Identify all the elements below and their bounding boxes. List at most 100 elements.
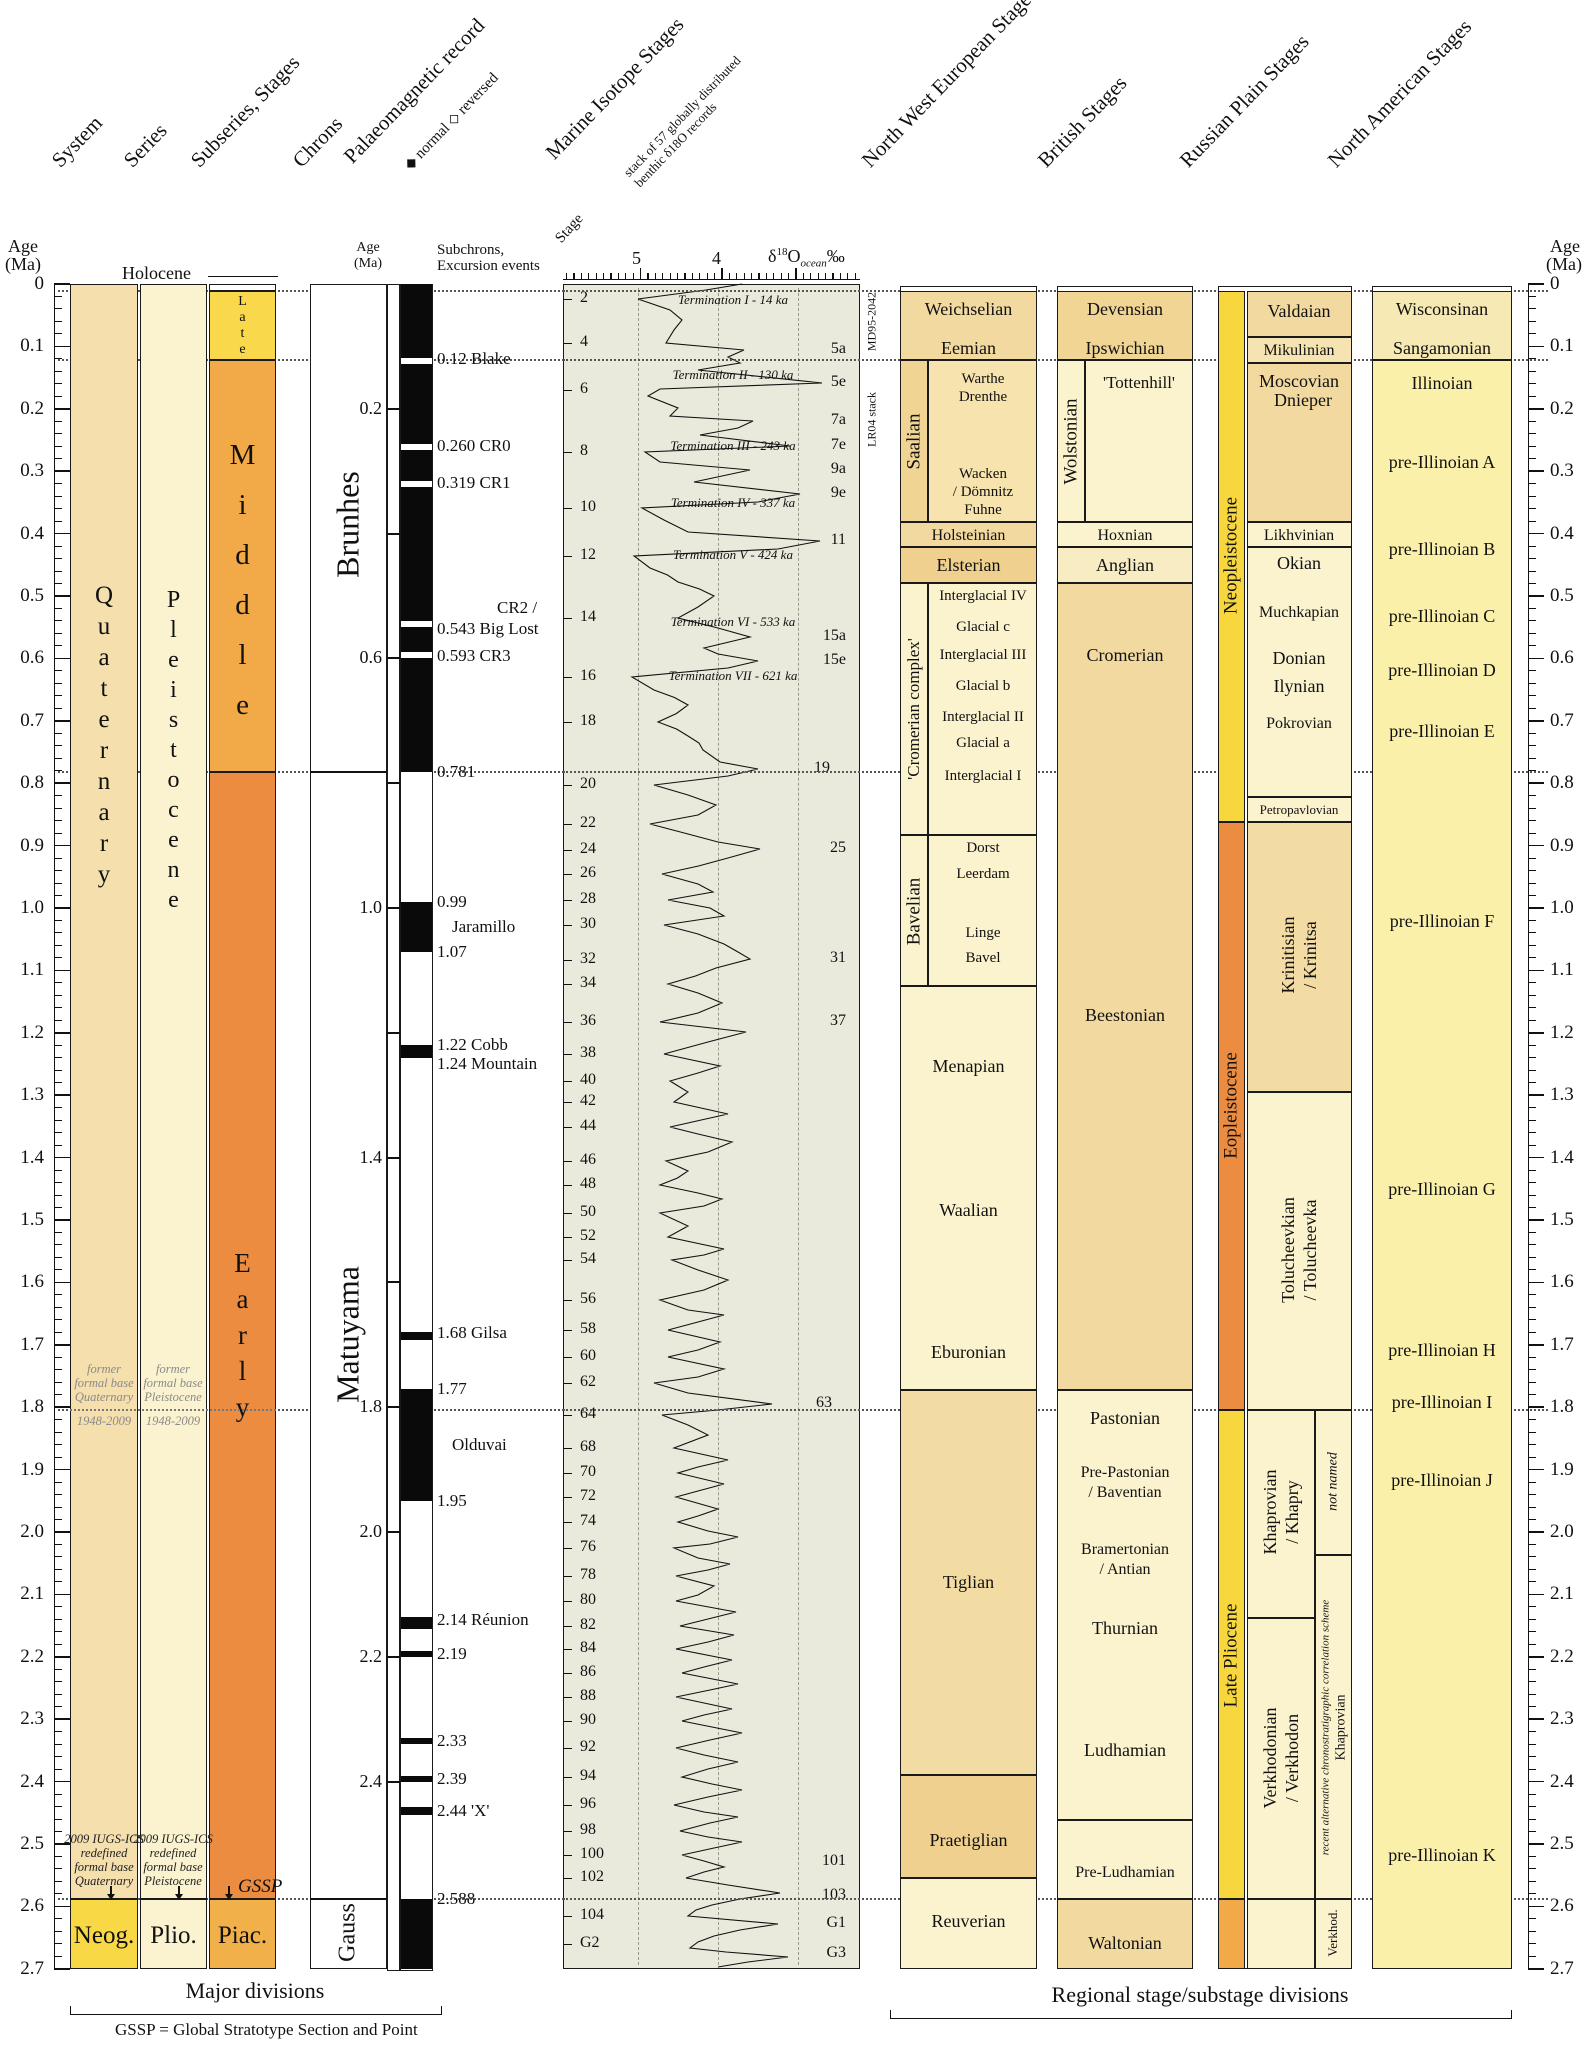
mis-stage-tick-18 [563,722,572,724]
mis-stage-left-96: 96 [580,1795,596,1812]
mis-stage-left-62: 62 [580,1373,596,1390]
age-minor-tick [54,807,62,809]
label-col-russian-13: Petropavlovian [1259,802,1339,817]
mis-stage-tick-2 [563,299,572,301]
age-label-right: Age [1550,236,1580,256]
box-waltonian [1057,1899,1193,1969]
age-minor-tick [1528,1057,1536,1059]
label-col-na-3: pre-Illinoian A [1388,452,1496,472]
age-minor-tick [1528,1831,1536,1833]
mis-stage-tick-42 [563,1102,572,1104]
mis-top-tick [817,273,819,279]
mis-dashed-overlay-4 [563,1898,860,1900]
age-major-label-left-1.3: 1.3 [20,1084,44,1106]
age-minor-tick [1528,1693,1536,1695]
age-major-tick-left-0.8 [54,782,70,784]
age-minor-tick [54,1444,62,1446]
label-col-na-10: pre-Illinoian H [1388,1340,1496,1360]
mis-axis-4: 4 [712,248,721,268]
box-moscovian [1247,363,1352,522]
holocene-label: Holocene [122,263,191,283]
box-not-named [1315,1410,1352,1555]
age-minor-tick [1528,632,1536,634]
age-minor-tick [1528,1855,1536,1857]
label-col-russian-3: Valdaian [1267,301,1331,321]
mis-stage-left-38: 38 [580,1044,596,1061]
mis-stage-tick-54 [563,1260,572,1262]
age-major-label-right-1.3: 1.3 [1550,1084,1574,1106]
age-major-label-left-1.1: 1.1 [20,959,44,981]
age-minor-tick [1528,1481,1536,1483]
age-minor-tick [1528,932,1536,934]
age-major-label-left-0.3: 0.3 [20,460,44,482]
pm-normal-segment-5 [401,1617,432,1629]
label-col-british-15: Pre-Ludhamian [1075,1863,1175,1881]
label-col-russian-1: Eopleistocene [1220,1051,1242,1159]
mis-stage-tick-16 [563,677,572,679]
age-major-tick-left-1.7 [54,1344,70,1346]
age-minor-tick [1528,320,1536,322]
chron-boundary-0 [310,771,387,773]
label-col-british-12: / Antian [1099,1560,1151,1578]
chron-boundary-1 [310,1898,387,1900]
mis-top-tick [691,273,693,279]
mis-stage-left-78: 78 [580,1566,596,1583]
age-minor-tick [1528,1007,1536,1009]
pm-scale-label-0.6: 0.6 [359,647,383,667]
age-minor-tick [1528,882,1536,884]
age-major-tick-right-0.5 [1528,595,1544,597]
age-minor-tick [54,695,62,697]
mis-stage-left-84: 84 [580,1639,596,1656]
age-major-label-left-0.7: 0.7 [20,709,44,731]
gssp-label: GSSP [238,1876,283,1897]
age-minor-tick [1528,1880,1536,1882]
mis-stage-left-94: 94 [580,1767,596,1784]
note-redefined-pleistocene-3: Pleistocene [144,1874,202,1888]
age-major-tick-right-1.3 [1528,1094,1544,1096]
age-minor-tick [1528,832,1536,834]
age-major-label-left-1.0: 1.0 [20,897,44,918]
box-khaprovian [1247,1410,1315,1618]
pm-event-5: 0.593 CR3 [437,646,511,665]
age-minor-tick [1528,1244,1536,1246]
age-major-label-left-1.4: 1.4 [20,1146,44,1168]
age-minor-tick [1528,1706,1536,1708]
age-minor-tick [1528,1207,1536,1209]
mis-stage-left-32: 32 [580,950,596,967]
box-quaternary [70,284,138,1899]
age-major-tick-left-1.4 [54,1156,70,1159]
age-major-label-right-1.2: 1.2 [1550,1021,1574,1043]
label-col-nwe-18: Bavelian [903,877,925,945]
mis-top-tick [839,273,841,279]
label-col-british-11: Bramertonian [1081,1540,1169,1558]
age-major-label-right-0.1: 0.1 [1550,335,1574,357]
pm-event-1: 0.260 CR0 [437,436,511,455]
age-major-label-right-1.6: 1.6 [1550,1271,1574,1293]
mis-axis-5: 5 [632,248,641,268]
mis-stage-left-56: 56 [580,1290,596,1307]
age-major-label-left-2.3: 2.3 [20,1708,44,1730]
pm-scale-label-2.4: 2.4 [359,1771,383,1791]
box-okian-group [1247,547,1352,797]
age-major-label-left-0.5: 0.5 [20,585,44,606]
age-minor-tick [54,1943,62,1945]
age-minor-tick [54,1731,62,1733]
mis-stage-right-7e: 7e [830,436,846,453]
age-major-label-left-1.7: 1.7 [20,1333,44,1355]
mis-top-tick [788,273,790,279]
pm-event-12: 1.68 Gilsa [437,1323,507,1342]
age-minor-tick [1528,1431,1536,1433]
box-pastonian-group [1057,1390,1193,1820]
age-major-label-left-1.5: 1.5 [20,1209,44,1230]
label-col-british-13: Thurnian [1092,1618,1158,1638]
mis-stage-tick-60 [563,1357,572,1359]
note-former-quaternary-1: formal base [74,1376,134,1390]
age-minor-tick [1528,1356,1536,1358]
age-minor-tick [1528,1019,1536,1021]
pm-event-14: Olduvai [452,1435,507,1454]
box-holsteinian [900,522,1037,547]
pm-scale-tick-11 [387,1781,400,1783]
age-minor-tick [1528,495,1536,497]
mis-stage-tick-88 [563,1697,572,1699]
